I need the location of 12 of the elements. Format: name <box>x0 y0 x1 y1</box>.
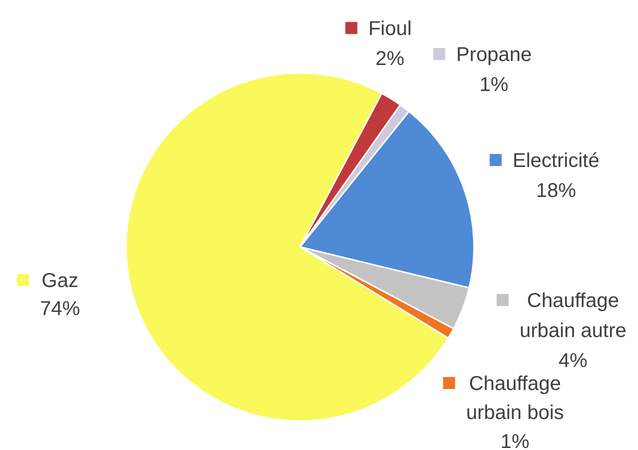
legend-label: Chauffage urbain bois <box>466 373 564 424</box>
data-label: 4% <box>558 350 588 372</box>
legend-label: Propane <box>456 44 532 66</box>
data-label: 18% <box>536 180 576 202</box>
legend-label: Gaz <box>42 270 78 292</box>
legend-label: Chauffage urbain autre <box>520 290 626 342</box>
legend-label: Electricité <box>512 150 600 172</box>
legend-label: Fioul <box>368 18 412 40</box>
data-label: 1% <box>480 74 509 96</box>
data-label: 74% <box>40 298 80 320</box>
data-label: 1% <box>500 431 530 450</box>
data-label: 2% <box>376 48 405 70</box>
